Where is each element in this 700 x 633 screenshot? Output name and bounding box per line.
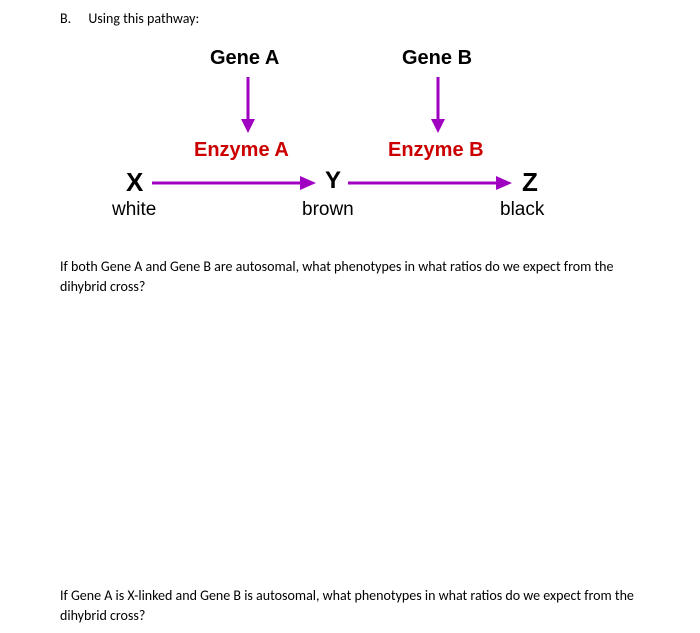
- question-letter: B.: [60, 10, 71, 27]
- gene-b-label: Gene B: [402, 47, 472, 70]
- phenotype-black: black: [500, 199, 544, 221]
- arrow-x-to-y: [150, 173, 320, 193]
- enzyme-a-label: Enzyme A: [194, 139, 289, 162]
- arrow-gene-b: [428, 75, 448, 135]
- arrow-gene-a: [238, 75, 258, 135]
- question-header: B. Using this pathway:: [60, 10, 640, 27]
- substrate-y: Y: [325, 167, 341, 195]
- pathway-diagram: Gene A Gene B Enzyme A Enzyme B X Y Z wh…: [100, 47, 600, 227]
- substrate-z: Z: [522, 167, 538, 198]
- substrate-x: X: [126, 167, 143, 198]
- question-1-text: If both Gene A and Gene B are autosomal,…: [60, 257, 640, 296]
- phenotype-white: white: [112, 199, 156, 221]
- phenotype-brown: brown: [302, 199, 354, 221]
- arrow-y-to-z: [346, 173, 516, 193]
- question-2-text: If Gene A is X-linked and Gene B is auto…: [60, 586, 640, 625]
- question-prompt: Using this pathway:: [88, 10, 199, 27]
- gene-a-label: Gene A: [210, 47, 279, 70]
- enzyme-b-label: Enzyme B: [388, 139, 484, 162]
